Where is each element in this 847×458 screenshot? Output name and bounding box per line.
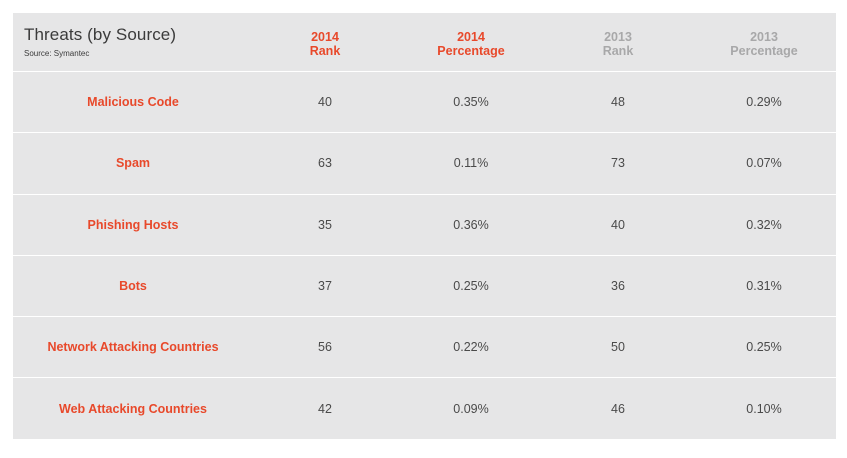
row-label: Phishing Hosts bbox=[87, 217, 179, 232]
col-header-2014-percentage: 2014 Percentage bbox=[411, 30, 531, 58]
pct-2013-cell: 0.29% bbox=[746, 95, 782, 110]
pct-2014-cell: 0.35% bbox=[453, 95, 489, 110]
table-row: Spam 63 0.11% 73 0.07% bbox=[13, 132, 836, 193]
rank-2014-cell: 37 bbox=[318, 279, 332, 294]
pct-2013-cell: 0.10% bbox=[746, 401, 782, 416]
rank-2013-cell: 40 bbox=[611, 217, 625, 232]
col-header-year: 2013 bbox=[604, 30, 632, 44]
rank-2013-cell: 46 bbox=[611, 401, 625, 416]
table-row: Network Attacking Countries 56 0.22% 50 … bbox=[13, 316, 836, 377]
pct-2013-cell: 0.07% bbox=[746, 156, 782, 171]
table-body: Malicious Code 40 0.35% 48 0.29% Spam 63… bbox=[13, 71, 836, 439]
col-header-year: 2013 bbox=[750, 30, 778, 44]
row-label: Network Attacking Countries bbox=[47, 340, 219, 355]
row-label: Bots bbox=[119, 279, 147, 294]
rank-2013-cell: 73 bbox=[611, 156, 625, 171]
col-header-2013-rank: 2013 Rank bbox=[568, 30, 668, 58]
row-label: Malicious Code bbox=[87, 95, 179, 110]
pct-2013-cell: 0.31% bbox=[746, 279, 782, 294]
table-header: Threats (by Source) Source: Symantec 201… bbox=[13, 13, 836, 71]
rank-2013-cell: 48 bbox=[611, 95, 625, 110]
pct-2014-cell: 0.09% bbox=[453, 401, 489, 416]
rank-2013-cell: 50 bbox=[611, 340, 625, 355]
rank-2014-cell: 35 bbox=[318, 217, 332, 232]
row-label: Spam bbox=[115, 156, 151, 171]
rank-2013-cell: 36 bbox=[611, 279, 625, 294]
table-row: Web Attacking Countries 42 0.09% 46 0.10… bbox=[13, 377, 836, 438]
col-header-label: Rank bbox=[602, 44, 634, 58]
pct-2014-cell: 0.25% bbox=[453, 279, 489, 294]
source-note: Source: Symantec bbox=[24, 49, 90, 58]
col-header-2013-percentage: 2013 Percentage bbox=[704, 30, 824, 58]
row-label: Web Attacking Countries bbox=[59, 401, 207, 416]
rank-2014-cell: 56 bbox=[318, 340, 332, 355]
pct-2013-cell: 0.25% bbox=[746, 340, 782, 355]
col-header-label: Rank bbox=[309, 44, 341, 58]
rank-2014-cell: 40 bbox=[318, 95, 332, 110]
rank-2014-cell: 42 bbox=[318, 401, 332, 416]
table-row: Phishing Hosts 35 0.36% 40 0.32% bbox=[13, 193, 836, 255]
table-row: Malicious Code 40 0.35% 48 0.29% bbox=[13, 71, 836, 132]
col-header-year: 2014 bbox=[457, 30, 485, 44]
col-header-year: 2014 bbox=[311, 30, 339, 44]
pct-2014-cell: 0.22% bbox=[453, 340, 489, 355]
rank-2014-cell: 63 bbox=[318, 156, 332, 171]
table-title: Threats (by Source) bbox=[24, 25, 177, 44]
pct-2014-cell: 0.11% bbox=[453, 156, 489, 171]
col-header-label: Percentage bbox=[730, 44, 798, 58]
pct-2013-cell: 0.32% bbox=[746, 217, 782, 232]
pct-2014-cell: 0.36% bbox=[453, 217, 489, 232]
col-header-label: Percentage bbox=[437, 44, 505, 58]
col-header-2014-rank: 2014 Rank bbox=[275, 30, 375, 58]
table-row: Bots 37 0.25% 36 0.31% bbox=[13, 254, 836, 316]
threats-table: Threats (by Source) Source: Symantec 201… bbox=[13, 13, 836, 439]
title-block: Threats (by Source) Source: Symantec bbox=[24, 25, 176, 58]
